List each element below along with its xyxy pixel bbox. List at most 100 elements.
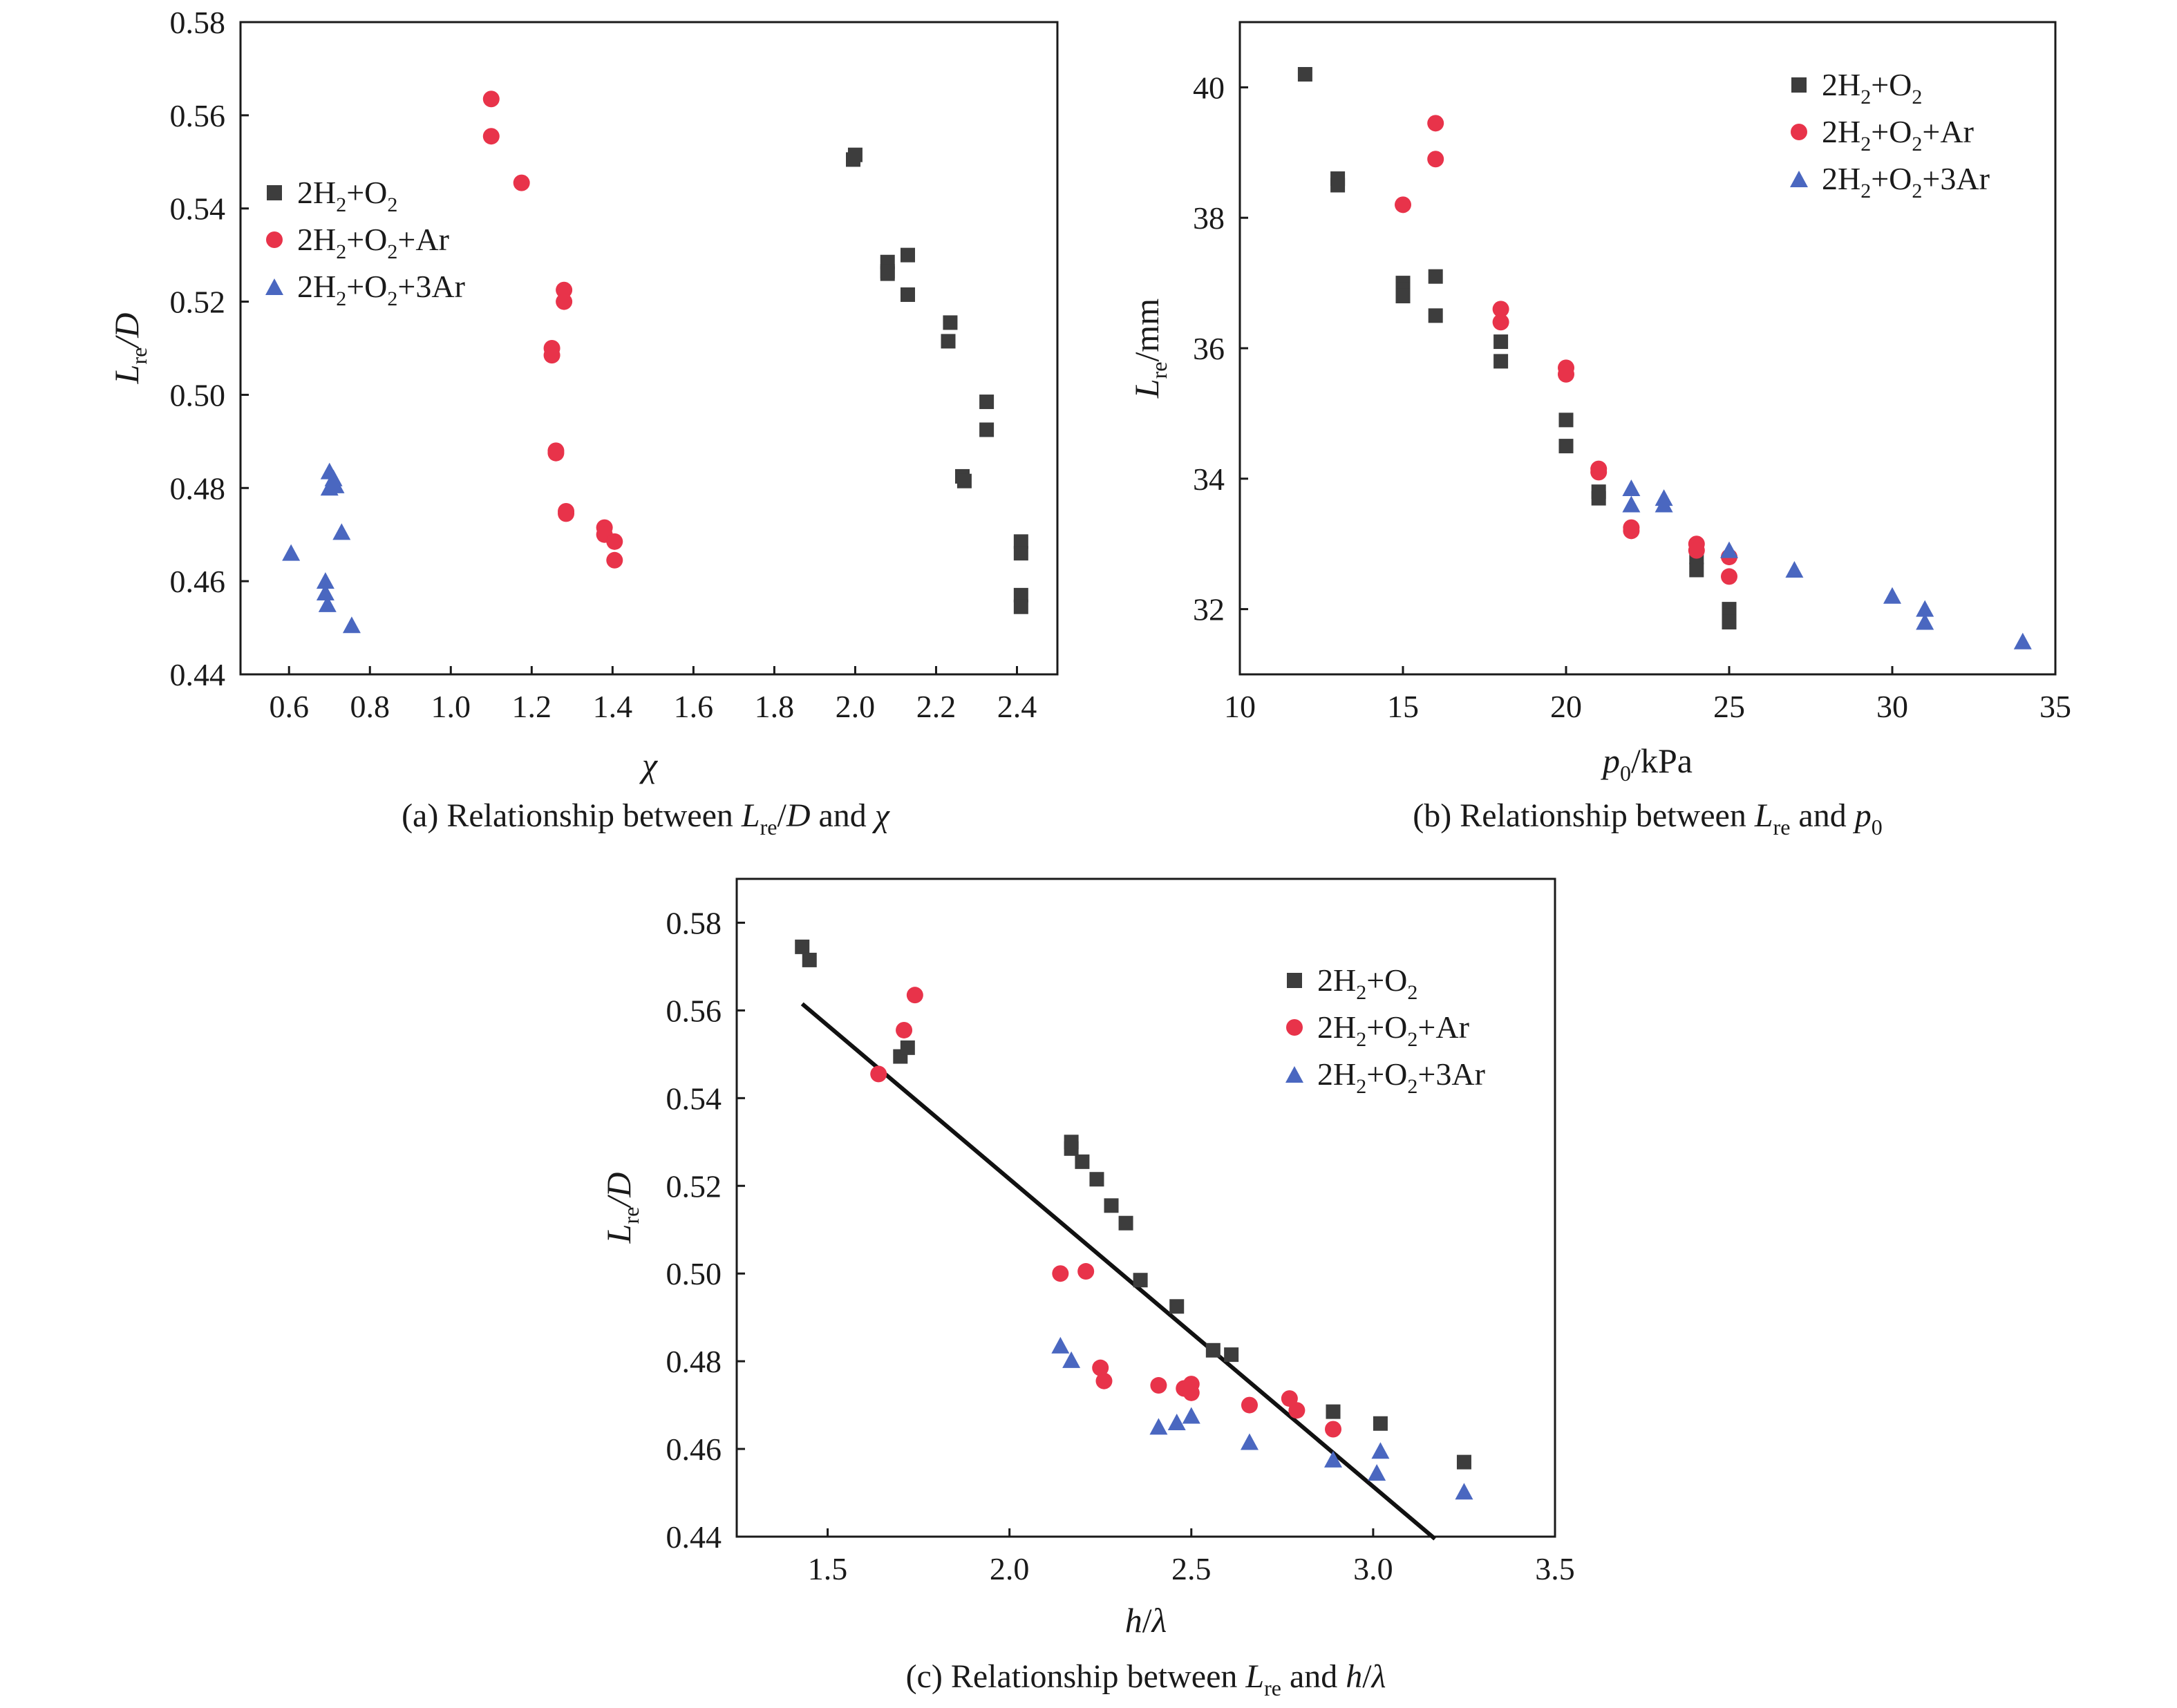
panel-a-plot-frame	[239, 21, 1059, 676]
panel-a-xtick-label: 2.0	[836, 689, 876, 724]
panel-a-ticks: 0.6 0.8 1.0 1.2 1.4 1.6 1.8 2.0 2.2 2.4 0.44 0.46 0.…	[170, 5, 1037, 724]
panel-b-point-2h2-o2-3ar	[1916, 613, 1934, 630]
panel-c-point-2h2-o2-ar	[1092, 1359, 1109, 1376]
panel-c-xtick-label: 2.5	[1171, 1551, 1212, 1586]
c-leg3-sub2: 2	[1407, 1075, 1417, 1098]
panel-b-point-2h2-o2	[1395, 288, 1411, 303]
panel-a-point-2h2-o2-ar	[482, 128, 500, 145]
b-leg1-mid: +O	[1871, 67, 1912, 102]
panel-b-legend-label-3: 2H2+O2+3Ar	[1822, 161, 1990, 202]
panel-c-point-2h2-o2-ar	[1095, 1372, 1113, 1389]
c-leg2-sub2: 2	[1407, 1028, 1417, 1051]
panel-a-point-2h2-o2	[880, 266, 895, 281]
b-leg2-suffix: +Ar	[1922, 114, 1973, 149]
panel-a-ytick-label: 0.46	[170, 564, 226, 599]
panel-c-caption-l: λ	[1370, 1658, 1386, 1695]
panel-b-point-2h2-o2	[1722, 614, 1737, 629]
panel-a-point-2h2-o2-3ar	[342, 616, 361, 634]
panel-a-xtick-label: 0.6	[269, 689, 309, 724]
panel-b-point-2h2-o2-ar	[1558, 366, 1574, 383]
panel-c-point-2h2-o2	[1075, 1154, 1090, 1169]
panel-b-legend-label-1: 2H2+O2	[1822, 67, 1922, 108]
panel-a-caption-D: D	[786, 797, 811, 834]
panel-b-point-2h2-o2	[1558, 412, 1574, 428]
c-leg3-mid: +O	[1366, 1056, 1407, 1092]
panel-a-legend-label-3: 2H2+O2+3Ar	[297, 269, 465, 310]
panel-a-legend-label-2: 2H2+O2+Ar	[297, 222, 449, 263]
panel-c-caption-sub: re	[1264, 1676, 1281, 1700]
panel-c-ylabel-main: L	[599, 1224, 638, 1244]
a-leg3-base: 2H	[297, 269, 336, 304]
panel-b-point-2h2-o2-ar	[1427, 151, 1444, 168]
panel-c-point-2h2-o2	[1224, 1347, 1239, 1363]
panel-a-caption-pre: (a) Relationship between	[402, 797, 742, 834]
panel-b-point-2h2-o2-3ar	[2013, 632, 2032, 649]
panel-c-ytick-label: 0.54	[666, 1081, 722, 1116]
panel-a-point-2h2-o2	[1013, 546, 1028, 561]
panel-c-point-2h2-o2-3ar	[1167, 1413, 1186, 1430]
panel-c-point-2h2-o2	[900, 1040, 915, 1055]
panel-a-point-2h2-o2	[1013, 534, 1028, 549]
panel-c-point-2h2-o2-3ar	[1149, 1418, 1168, 1435]
panel-c-point-2h2-o2-ar	[896, 1021, 913, 1038]
b-leg2-mid: +O	[1871, 114, 1912, 149]
panel-c-point-2h2-o2	[1118, 1215, 1133, 1231]
panel-c-legend-label-2: 2H2+O2+Ar	[1317, 1009, 1469, 1051]
panel-c-xlabel: h/λ	[1125, 1601, 1167, 1640]
panel-c-ylabel: Lre/D	[599, 1173, 643, 1244]
panel-b-point-2h2-o2-ar	[1492, 314, 1509, 331]
panel-c-point-2h2-o2-3ar	[1324, 1450, 1343, 1468]
panel-b-ytick-label: 34	[1193, 462, 1225, 497]
panel-c-caption-pre: (c) Relationship between	[906, 1658, 1246, 1695]
panel-a-legend-square-marker	[267, 185, 282, 200]
panel-c-ytick-label: 0.44	[666, 1519, 722, 1555]
panel-b-point-2h2-o2-3ar	[1655, 495, 1673, 513]
panel-c-plot-frame	[735, 877, 1556, 1538]
panel-b-caption-p: p	[1853, 797, 1872, 834]
panel-b-point-2h2-o2	[1428, 308, 1443, 323]
panel-a-caption-L: L	[741, 797, 760, 834]
panel-b-xtick-label: 35	[2039, 689, 2071, 724]
panel-c-fit-line	[800, 1002, 1437, 1541]
panel-a-xtick-label: 2.4	[997, 689, 1037, 724]
panel-c-ticks: 1.5 2.0 2.5 3.0 3.5 0.44 0.46 0.48 0.50 0.52 0.54 0…	[666, 905, 1575, 1586]
panel-c-point-2h2-o2-ar	[1281, 1390, 1298, 1407]
panel-b-xtick-label: 30	[1876, 689, 1908, 724]
panel-b-ylabel-tail: /mm	[1127, 298, 1166, 362]
panel-c-legend-label-1: 2H2+O2	[1317, 962, 1417, 1004]
panel-c-point-2h2-o2-3ar	[1455, 1483, 1473, 1500]
panel-c-point-2h2-o2-3ar	[1051, 1336, 1070, 1354]
panel-b-point-2h2-o2-3ar	[1883, 587, 1901, 604]
panel-b-point-2h2-o2-3ar	[1785, 560, 1804, 578]
panel-b-point-2h2-o2	[1591, 491, 1606, 506]
panel-b-ytick-label: 32	[1193, 592, 1225, 627]
panel-b-points	[1297, 67, 2032, 649]
panel-a-ytick-label: 0.48	[170, 471, 226, 506]
panel-c-point-2h2-o2	[1133, 1273, 1148, 1288]
panel-a-ytick-label: 0.50	[170, 377, 226, 412]
panel-b-ytick-label: 36	[1193, 331, 1225, 366]
panel-b-point-2h2-o2-3ar	[1622, 495, 1641, 513]
panel-b-legend-triangle-marker	[1790, 171, 1808, 187]
panel-c-caption-slash: /	[1362, 1658, 1372, 1695]
panel-b-point-2h2-o2	[1493, 334, 1509, 350]
panel-c-caption-and: and	[1281, 1658, 1346, 1695]
a-leg2-suffix: +Ar	[397, 222, 449, 257]
panel-b-point-2h2-o2-ar	[1492, 301, 1509, 318]
panel-a-point-2h2-o2	[1013, 587, 1028, 602]
panel-c-point-2h2-o2-ar	[1288, 1402, 1306, 1419]
panel-c-ylabel-tail: /D	[599, 1173, 638, 1209]
panel-b-point-2h2-o2-ar	[1590, 464, 1608, 481]
panel-b-legend-square-marker	[1791, 77, 1807, 93]
panel-b-point-2h2-o2-ar	[1427, 115, 1444, 132]
panel-a-point-2h2-o2	[956, 473, 972, 488]
panel-a-point-2h2-o2-3ar	[318, 595, 337, 612]
a-leg3-sub1: 2	[336, 287, 346, 310]
panel-a-point-2h2-o2-3ar	[332, 523, 351, 540]
panel-b-point-2h2-o2-3ar	[1720, 541, 1738, 558]
panel-a-xtick-label: 1.4	[593, 689, 633, 724]
panel-a-point-2h2-o2-3ar	[282, 544, 301, 561]
panel-a-ylabel: Lre/D	[107, 313, 151, 385]
panel-a-ylabel-tail: /D	[107, 313, 146, 350]
panel-a-point-2h2-o2-ar	[556, 281, 573, 298]
